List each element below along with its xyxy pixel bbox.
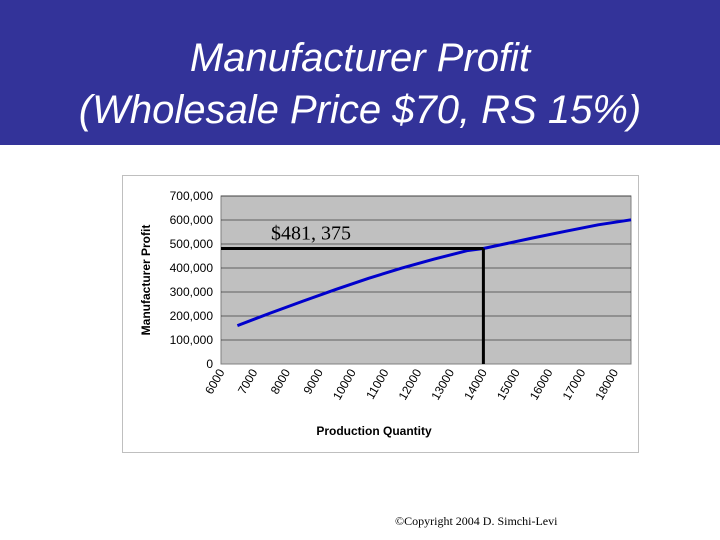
x-tick-label: 12000 bbox=[396, 366, 425, 402]
title-banner: Manufacturer Profit (Wholesale Price $70… bbox=[0, 0, 720, 145]
x-tick-label: 7000 bbox=[235, 366, 261, 396]
x-tick-label: 9000 bbox=[301, 366, 327, 396]
x-tick-label: 15000 bbox=[494, 366, 523, 402]
x-tick-label: 10000 bbox=[330, 366, 359, 402]
y-axis-title: Manufacturer Profit bbox=[139, 225, 153, 336]
copyright-footer: ©Copyright 2004 D. Simchi-Levi bbox=[395, 514, 558, 528]
x-axis-title: Production Quantity bbox=[316, 424, 432, 438]
plot-area bbox=[220, 195, 632, 365]
slide-title-line-2: (Wholesale Price $70, RS 15%) bbox=[78, 88, 642, 132]
x-tick-label: 13000 bbox=[428, 366, 457, 402]
x-tick-label: 18000 bbox=[592, 366, 621, 402]
slide-title-line-1: Manufacturer Profit bbox=[189, 36, 531, 80]
profit-series-line bbox=[236, 218, 632, 328]
y-tick-label: 500,000 bbox=[170, 237, 214, 251]
y-tick-label: 100,000 bbox=[170, 333, 214, 347]
y-tick-label: 400,000 bbox=[170, 261, 214, 275]
y-tick-label: 200,000 bbox=[170, 309, 214, 323]
x-tick-label: 17000 bbox=[560, 366, 589, 402]
profit-line-chart: 0 100,000 200,000 300,000 400,000 500,000 600,… bbox=[139, 189, 632, 438]
y-tick-label: 600,000 bbox=[170, 213, 214, 227]
chart-frame: 0 100,000 200,000 300,000 400,000 500,000 600,… bbox=[122, 175, 639, 453]
x-tick-label: 14000 bbox=[461, 366, 490, 402]
annotation-label: $481, 375 bbox=[271, 222, 351, 244]
y-tick-label: 700,000 bbox=[170, 189, 214, 203]
y-tick-label: 300,000 bbox=[170, 285, 214, 299]
y-tick-label: 0 bbox=[206, 357, 213, 371]
x-tick-label: 11000 bbox=[363, 366, 392, 401]
x-tick-label: 8000 bbox=[268, 366, 294, 396]
x-tick-label: 16000 bbox=[527, 366, 556, 402]
